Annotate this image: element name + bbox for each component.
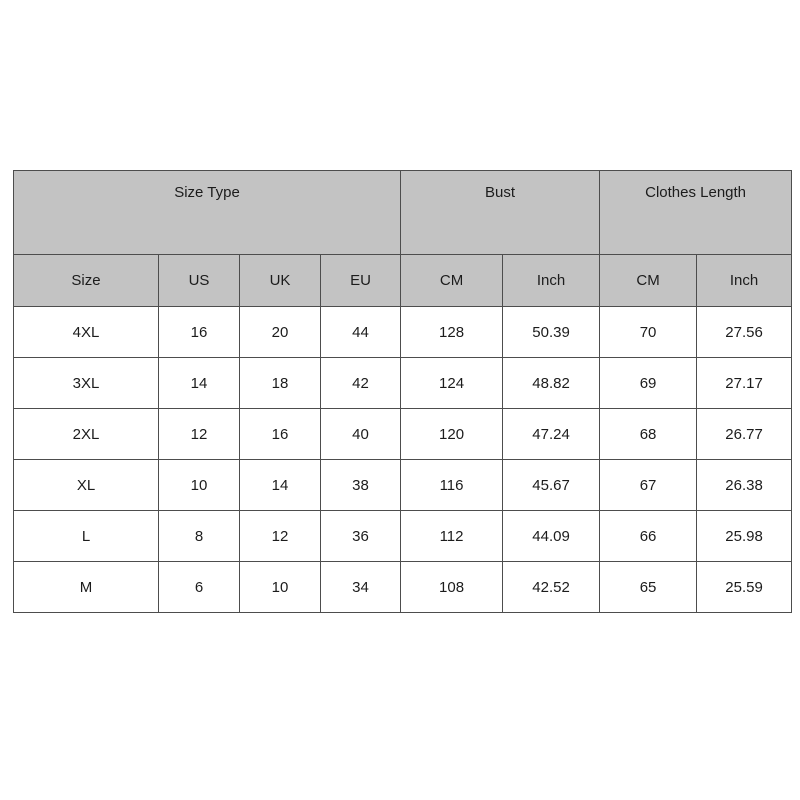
table-row-4xl: 4XL 16 20 44 128 50.39 70 27.56 bbox=[13, 306, 793, 358]
us-cell: 14 bbox=[158, 357, 240, 409]
bust-inch-cell: 50.39 bbox=[502, 306, 601, 358]
size-chart-header: Size Type Bust Clothes Length Size US UK… bbox=[12, 170, 793, 307]
col-header-eu: EU bbox=[319, 254, 402, 307]
uk-cell: 16 bbox=[239, 408, 321, 460]
us-cell: 12 bbox=[158, 408, 240, 460]
length-inch-cell: 27.56 bbox=[696, 306, 793, 358]
size-cell: 4XL bbox=[13, 306, 159, 358]
size-cell: M bbox=[13, 561, 159, 613]
length-inch-cell: 26.38 bbox=[696, 459, 793, 511]
bust-inch-cell: 45.67 bbox=[502, 459, 601, 511]
table-row-m: M 6 10 34 108 42.52 65 25.59 bbox=[13, 561, 793, 613]
us-cell: 10 bbox=[158, 459, 240, 511]
length-cm-cell: 68 bbox=[599, 408, 698, 460]
eu-cell: 42 bbox=[319, 357, 402, 409]
col-header-bust-cm: CM bbox=[400, 254, 504, 307]
col-header-uk: UK bbox=[239, 254, 321, 307]
size-cell: 2XL bbox=[13, 408, 159, 460]
length-cm-cell: 70 bbox=[599, 306, 698, 358]
col-header-length-cm: CM bbox=[599, 254, 698, 307]
bust-cm-cell: 112 bbox=[400, 510, 504, 562]
eu-cell: 44 bbox=[319, 306, 402, 358]
eu-cell: 38 bbox=[319, 459, 402, 511]
size-cell: XL bbox=[13, 459, 159, 511]
col-header-bust-inch: Inch bbox=[502, 254, 601, 307]
uk-cell: 18 bbox=[239, 357, 321, 409]
bust-inch-cell: 42.52 bbox=[502, 561, 601, 613]
length-inch-cell: 27.17 bbox=[696, 357, 793, 409]
length-cm-cell: 65 bbox=[599, 561, 698, 613]
bust-cm-cell: 124 bbox=[400, 357, 504, 409]
header-column-row: Size US UK EU CM Inch CM Inch bbox=[13, 254, 793, 307]
eu-cell: 36 bbox=[319, 510, 402, 562]
size-cell: 3XL bbox=[13, 357, 159, 409]
size-cell: L bbox=[13, 510, 159, 562]
eu-cell: 40 bbox=[319, 408, 402, 460]
size-chart: Size Type Bust Clothes Length Size US UK… bbox=[12, 170, 793, 613]
length-inch-cell: 25.98 bbox=[696, 510, 793, 562]
length-inch-cell: 26.77 bbox=[696, 408, 793, 460]
bust-inch-cell: 47.24 bbox=[502, 408, 601, 460]
bust-cm-cell: 116 bbox=[400, 459, 504, 511]
col-header-us: US bbox=[158, 254, 240, 307]
uk-cell: 12 bbox=[239, 510, 321, 562]
uk-cell: 10 bbox=[239, 561, 321, 613]
size-chart-body: 4XL 16 20 44 128 50.39 70 27.56 3XL 14 1… bbox=[13, 306, 793, 613]
bust-inch-cell: 44.09 bbox=[502, 510, 601, 562]
uk-cell: 14 bbox=[239, 459, 321, 511]
uk-cell: 20 bbox=[239, 306, 321, 358]
header-group-size-type: Size Type bbox=[12, 170, 402, 255]
us-cell: 8 bbox=[158, 510, 240, 562]
col-header-size: Size bbox=[13, 254, 159, 307]
length-cm-cell: 69 bbox=[599, 357, 698, 409]
us-cell: 6 bbox=[158, 561, 240, 613]
col-header-length-inch: Inch bbox=[696, 254, 793, 307]
bust-inch-cell: 48.82 bbox=[502, 357, 601, 409]
us-cell: 16 bbox=[158, 306, 240, 358]
header-group-bust: Bust bbox=[400, 170, 601, 255]
length-inch-cell: 25.59 bbox=[696, 561, 793, 613]
header-group-clothes-length: Clothes Length bbox=[599, 170, 793, 255]
length-cm-cell: 66 bbox=[599, 510, 698, 562]
table-row-2xl: 2XL 12 16 40 120 47.24 68 26.77 bbox=[13, 408, 793, 460]
bust-cm-cell: 120 bbox=[400, 408, 504, 460]
size-chart-table: Size Type Bust Clothes Length Size US UK… bbox=[12, 170, 793, 613]
table-row-xl: XL 10 14 38 116 45.67 67 26.38 bbox=[13, 459, 793, 511]
header-group-row: Size Type Bust Clothes Length bbox=[12, 170, 793, 255]
bust-cm-cell: 128 bbox=[400, 306, 504, 358]
bust-cm-cell: 108 bbox=[400, 561, 504, 613]
length-cm-cell: 67 bbox=[599, 459, 698, 511]
table-row-l: L 8 12 36 112 44.09 66 25.98 bbox=[13, 510, 793, 562]
table-row-3xl: 3XL 14 18 42 124 48.82 69 27.17 bbox=[13, 357, 793, 409]
eu-cell: 34 bbox=[319, 561, 402, 613]
